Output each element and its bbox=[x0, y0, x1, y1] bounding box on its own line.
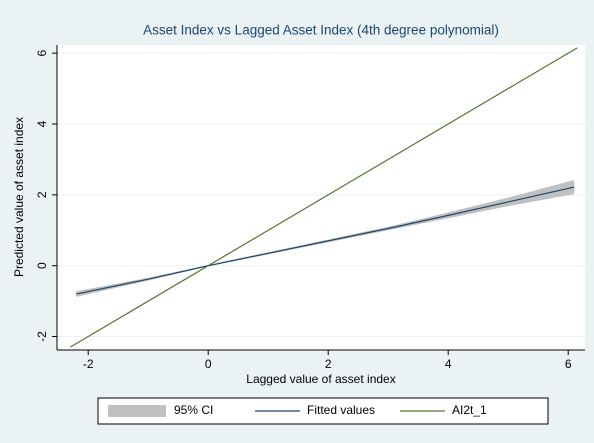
series-line bbox=[69, 47, 578, 348]
legend-label: 95% CI bbox=[174, 403, 213, 417]
legend-swatch bbox=[108, 405, 166, 417]
y-axis-title: Predicted value of asset index bbox=[12, 117, 26, 277]
legend-label: Fitted values bbox=[307, 403, 375, 417]
x-tick-label: 0 bbox=[205, 357, 212, 371]
x-tick-label: 6 bbox=[565, 357, 572, 371]
legend-box bbox=[97, 397, 549, 425]
x-axis-title: Lagged value of asset index bbox=[246, 372, 395, 386]
legend-label: AI2t_1 bbox=[452, 403, 487, 417]
y-tick-label: 4 bbox=[35, 120, 49, 127]
chart-title: Asset Index vs Lagged Asset Index (4th d… bbox=[143, 23, 499, 38]
x-tick-label: -2 bbox=[83, 357, 94, 371]
series-line bbox=[76, 186, 575, 295]
y-tick-label: -2 bbox=[35, 331, 49, 342]
y-tick-label: 2 bbox=[35, 191, 49, 198]
x-tick-label: 4 bbox=[445, 357, 452, 371]
x-tick-label: 2 bbox=[325, 357, 332, 371]
y-tick-label: 6 bbox=[35, 49, 49, 56]
plot-area bbox=[57, 45, 585, 350]
y-tick-label: 0 bbox=[35, 262, 49, 269]
